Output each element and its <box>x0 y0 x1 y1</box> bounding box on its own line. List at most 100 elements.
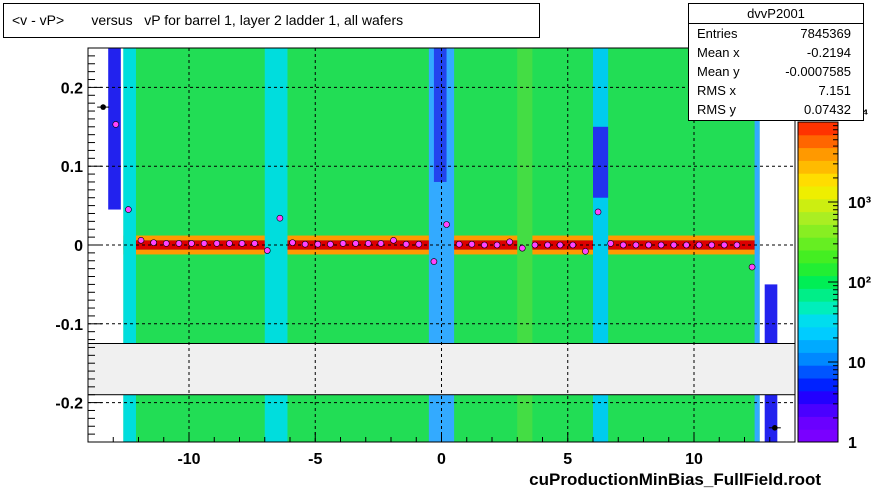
profile-point <box>238 240 246 247</box>
stats-row-entries: Entries 7845369 <box>689 24 863 43</box>
profile-point <box>327 240 334 248</box>
profile-point <box>670 241 678 249</box>
colorbar-tick-label: 1 <box>848 435 857 452</box>
profile-point <box>352 240 359 247</box>
colorbar-swatch <box>798 301 838 315</box>
heat-strip <box>108 48 121 210</box>
profile-point <box>468 240 476 248</box>
colorbar-swatch <box>798 403 838 417</box>
gap-band <box>87 343 796 396</box>
x-tick-label: -5 <box>308 451 322 468</box>
stats-row-mean-x: Mean x -0.2194 <box>689 43 863 62</box>
colorbar-swatch <box>798 339 838 353</box>
colorbar-tick-label: 10 <box>848 355 866 372</box>
heat-strip <box>593 126 609 198</box>
colorbar-swatch <box>798 186 838 200</box>
colorbar-swatch <box>798 134 838 149</box>
heat-fill <box>123 48 760 442</box>
profile-point <box>632 241 640 249</box>
profile-point <box>251 240 258 247</box>
stats-box: dvvP2001 Entries 7845369 Mean x -0.2194 … <box>688 3 864 121</box>
colorbar-swatch <box>798 314 838 328</box>
profile-point <box>733 241 741 249</box>
profile-point <box>390 236 397 244</box>
profile-point <box>481 241 488 249</box>
profile-point <box>263 247 271 254</box>
profile-point <box>314 240 322 248</box>
profile-point <box>443 221 450 228</box>
y-tick-label: -0.1 <box>55 317 83 334</box>
heat-dense-band <box>123 240 760 250</box>
profile-point <box>582 248 589 255</box>
profile-point <box>301 240 309 248</box>
profile-point <box>645 241 652 249</box>
profile-point <box>657 241 665 249</box>
axis-ticks: -10 -5 0 5 10 -0.2 -0.1 0 0.1 0.2 <box>55 47 796 468</box>
y-tick-label: 0.2 <box>61 80 83 97</box>
x-tick-label: 5 <box>563 451 572 468</box>
y-tick-label: 0.1 <box>61 159 83 176</box>
profile-point <box>594 208 602 216</box>
x-tick-label: -10 <box>177 451 200 468</box>
colorbar-tick-label: 10³ <box>848 195 871 212</box>
stats-label: RMS x <box>697 83 736 98</box>
colorbar-swatch <box>798 122 838 136</box>
colorbar-swatch <box>798 352 838 366</box>
profile-point <box>226 240 233 247</box>
heat-strip <box>593 48 609 442</box>
profile-point <box>556 241 564 249</box>
profile-point <box>137 236 145 244</box>
stats-value: 0.07432 <box>804 102 851 117</box>
colorbar-swatch <box>798 237 838 251</box>
stats-row-mean-y: Mean y -0.0007585 <box>689 62 863 81</box>
profile-point <box>339 240 347 247</box>
colorbar-frame <box>797 121 839 443</box>
colorbar-swatch <box>798 275 838 289</box>
profile-point <box>544 241 551 249</box>
profile-point <box>619 241 627 249</box>
colorbar: 11010²10³10⁴ <box>797 105 871 452</box>
x-tick-label: 10 <box>685 451 703 468</box>
colorbar-swatch <box>798 378 838 392</box>
heat-strip <box>123 48 136 442</box>
profile-point <box>402 240 410 248</box>
colorbar-swatch <box>798 390 838 405</box>
profile-point <box>289 239 296 246</box>
heat-mid-band <box>123 249 760 255</box>
profile-point <box>455 240 463 248</box>
profile-point <box>695 241 703 249</box>
stats-value: 7845369 <box>800 26 851 41</box>
stats-label: RMS y <box>697 102 736 117</box>
profile-point <box>569 241 577 249</box>
profile-point <box>772 425 778 431</box>
profile-point <box>607 240 614 247</box>
y-tick-label: 0 <box>74 238 83 255</box>
profile-point <box>377 240 385 247</box>
y-tick-label: -0.2 <box>55 396 83 413</box>
profile-point <box>188 240 195 247</box>
heat-strip <box>764 284 778 442</box>
stats-row-rms-y: RMS y 0.07432 <box>689 100 863 119</box>
stats-value: -0.2194 <box>806 45 851 60</box>
profile-point <box>100 104 106 110</box>
stats-value: 7.151 <box>818 83 851 98</box>
profile-point <box>748 263 756 271</box>
heat-strip <box>428 48 455 442</box>
colorbar-swatch <box>798 262 838 277</box>
colorbar-swatch <box>798 211 838 225</box>
profile-point <box>506 238 513 246</box>
profile-point <box>150 239 157 246</box>
profile-point <box>531 241 539 249</box>
heat-mid-band <box>123 235 760 241</box>
profile-point <box>415 240 423 248</box>
profile-point <box>175 240 183 247</box>
heat-strip <box>433 48 447 182</box>
x-tick-label: 0 <box>437 451 446 468</box>
colorbar-swatch <box>798 365 838 379</box>
footer-filename: cuProductionMinBias_FullField.root <box>529 470 821 489</box>
heatmap-cells <box>108 48 778 442</box>
colorbar-swatch <box>798 160 838 174</box>
colorbar-swatch <box>798 288 838 302</box>
colorbar-swatch <box>798 173 838 187</box>
profile-point <box>493 241 501 249</box>
